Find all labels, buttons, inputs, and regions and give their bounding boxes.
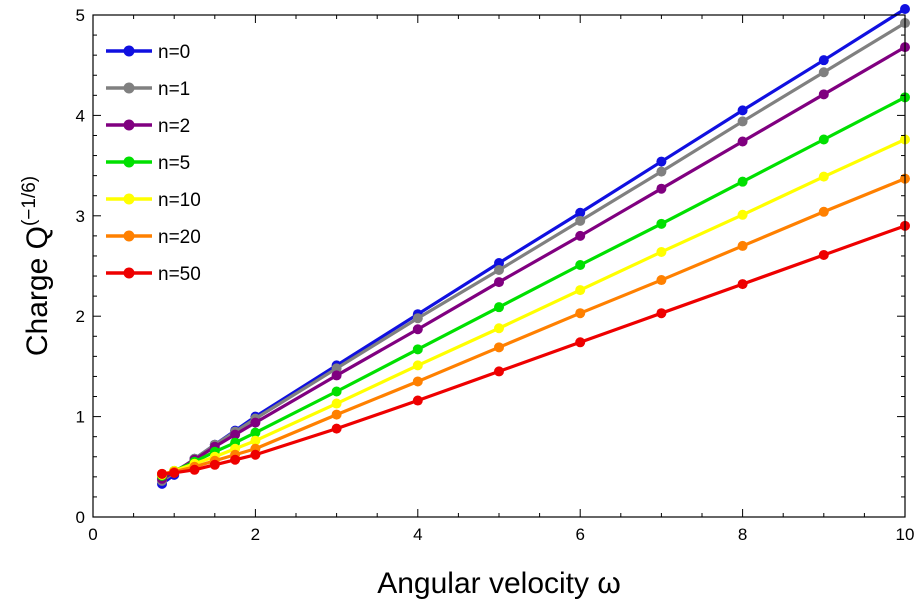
series-line-n-20 xyxy=(161,177,906,476)
data-point xyxy=(818,206,829,217)
data-point xyxy=(575,259,586,270)
legend-label: n=2 xyxy=(158,116,190,137)
data-point xyxy=(494,366,504,377)
data-point xyxy=(189,464,200,475)
data-point xyxy=(656,183,667,194)
x-axis-title: Angular velocity ω xyxy=(377,567,621,600)
data-point xyxy=(250,449,261,460)
data-point xyxy=(575,337,586,348)
legend-swatch-marker xyxy=(123,193,135,205)
data-point xyxy=(230,454,241,465)
x-tick-label: 10 xyxy=(896,525,915,544)
data-point xyxy=(737,209,748,220)
data-point xyxy=(331,409,342,420)
data-point xyxy=(494,257,504,268)
y-axis-title-superscript: (−1/6) xyxy=(19,176,40,226)
data-point xyxy=(575,215,586,226)
data-point xyxy=(737,176,748,187)
legend: n=0 n=1 n=2 n=5 n=10 n=20 n=50 xyxy=(106,42,201,285)
data-point xyxy=(737,279,748,290)
data-point xyxy=(494,265,504,276)
series-line-n-5 xyxy=(161,95,906,478)
data-point xyxy=(209,459,220,470)
data-point xyxy=(331,398,342,409)
data-point xyxy=(737,240,748,251)
y-axis: 0 1 2 3 4 5 xyxy=(76,6,905,527)
x-axis: 0 2 4 6 8 10 xyxy=(88,15,914,544)
data-point xyxy=(412,360,423,371)
legend-swatch-marker xyxy=(123,230,135,242)
data-point xyxy=(412,344,423,355)
legend-label: n=5 xyxy=(158,153,190,174)
data-point xyxy=(412,376,423,387)
x-tick-label: 8 xyxy=(738,525,747,544)
y-axis-title: Charge Q(−1/6) xyxy=(19,176,54,356)
data-point xyxy=(494,277,504,288)
y-tick-label: 3 xyxy=(76,207,85,226)
data-point xyxy=(656,218,667,229)
data-point xyxy=(230,429,241,440)
data-point xyxy=(656,308,667,319)
legend-swatch-marker xyxy=(123,119,135,131)
data-point xyxy=(575,308,586,319)
x-tick-label: 2 xyxy=(251,525,260,544)
y-tick-label: 0 xyxy=(76,508,85,527)
data-point xyxy=(656,156,667,167)
legend-swatch-marker xyxy=(123,267,135,279)
data-point xyxy=(331,386,342,397)
data-point xyxy=(331,370,342,381)
legend-swatch-marker xyxy=(123,82,135,94)
legend-label: n=10 xyxy=(158,190,201,211)
legend-label: n=50 xyxy=(158,264,201,285)
data-point xyxy=(575,285,586,296)
y-axis-title-main: Charge Q xyxy=(21,226,54,356)
series-layer xyxy=(157,3,910,489)
legend-label: n=1 xyxy=(158,79,190,100)
data-point xyxy=(656,166,667,177)
legend-label: n=0 xyxy=(158,42,190,63)
legend-label: n=20 xyxy=(158,227,201,248)
data-point xyxy=(250,417,261,428)
x-tick-label: 6 xyxy=(575,525,584,544)
data-point xyxy=(250,435,261,446)
series-line-n-2 xyxy=(161,45,906,481)
data-point xyxy=(169,467,180,478)
data-point xyxy=(818,55,829,66)
y-tick-label: 5 xyxy=(76,6,85,25)
y-tick-label: 2 xyxy=(76,307,85,326)
data-point xyxy=(250,427,261,438)
legend-swatch-marker xyxy=(123,156,135,168)
data-point xyxy=(818,134,829,145)
data-point xyxy=(331,423,342,434)
data-point xyxy=(737,116,748,127)
data-point xyxy=(157,468,168,479)
data-point xyxy=(494,323,504,334)
data-point xyxy=(818,89,829,100)
x-tick-label: 0 xyxy=(88,525,97,544)
legend-swatch-marker xyxy=(123,45,135,57)
data-point xyxy=(494,342,504,353)
data-point xyxy=(737,136,748,147)
data-point xyxy=(412,313,423,324)
data-point xyxy=(656,275,667,286)
data-point xyxy=(818,67,829,78)
plot-area: 0 2 4 6 8 10 0 1 2 3 4 5 xyxy=(76,3,914,544)
data-point xyxy=(575,230,586,241)
x-tick-label: 4 xyxy=(413,525,422,544)
data-point xyxy=(331,363,342,374)
data-point xyxy=(575,207,586,218)
y-tick-label: 4 xyxy=(76,106,85,125)
y-tick-label: 1 xyxy=(76,408,85,427)
data-point xyxy=(412,324,423,335)
data-point xyxy=(412,395,423,406)
data-point xyxy=(494,302,504,313)
data-point xyxy=(818,249,829,260)
data-point xyxy=(900,3,910,14)
data-point xyxy=(656,246,667,257)
data-point xyxy=(818,171,829,182)
data-point xyxy=(737,105,748,116)
